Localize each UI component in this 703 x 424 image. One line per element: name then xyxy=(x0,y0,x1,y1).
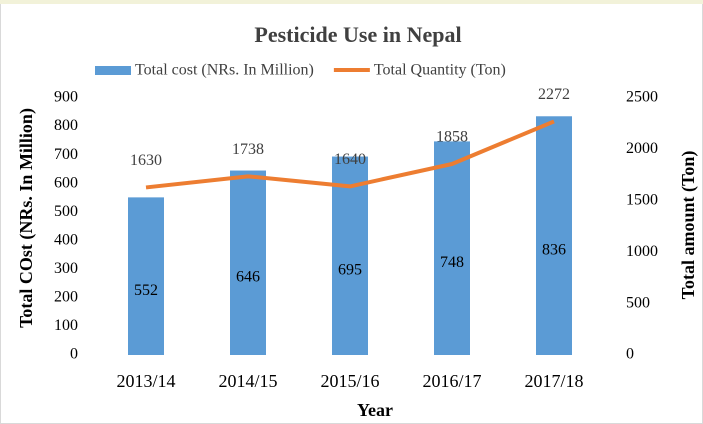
y2-tick-label: 2500 xyxy=(626,89,658,106)
line xyxy=(145,119,555,190)
x-tick-label: 2014/15 xyxy=(218,371,277,391)
y-tick-label: 0 xyxy=(70,346,78,363)
y-tick-label: 400 xyxy=(54,231,78,248)
y2-tick-label: 0 xyxy=(626,346,634,363)
line-value-label: 1630 xyxy=(130,152,162,169)
bar xyxy=(230,170,266,355)
y-axis-label: Total COst (NRs. In Million) xyxy=(16,108,37,328)
line-value-label: 1858 xyxy=(436,129,468,146)
bar xyxy=(128,197,164,355)
y-tick-label: 300 xyxy=(54,260,78,277)
x-tick-label: 2013/14 xyxy=(116,371,175,391)
y-tick-label: 900 xyxy=(54,89,78,106)
legend-label: Total Quantity (Ton) xyxy=(374,62,506,79)
x-tick-label: 2017/18 xyxy=(524,371,583,391)
bar-value-label: 836 xyxy=(542,241,566,258)
y-tick-label: 500 xyxy=(54,203,78,220)
bar-value-label: 646 xyxy=(236,268,260,285)
y-tick-label: 200 xyxy=(54,289,78,306)
bar-value-label: 748 xyxy=(440,254,464,271)
x-tick-label: 2015/16 xyxy=(320,371,379,391)
top-strip xyxy=(0,0,703,4)
y2-tick-label: 500 xyxy=(626,294,650,311)
line-value-label: 1738 xyxy=(232,141,264,158)
bar xyxy=(434,141,470,355)
legend-swatch xyxy=(95,66,131,75)
y-tick-label: 100 xyxy=(54,317,78,334)
line-value-label: 1640 xyxy=(334,151,366,168)
y2-tick-label: 1000 xyxy=(626,243,658,260)
y-tick-label: 800 xyxy=(54,117,78,134)
bar-value-label: 695 xyxy=(338,261,362,278)
bar xyxy=(332,156,368,355)
chart-title: Pesticide Use in Nepal xyxy=(254,22,461,47)
bar xyxy=(536,116,572,355)
y2-axis-label: Total amount (Ton) xyxy=(678,151,699,300)
y2-tick-label: 2000 xyxy=(626,140,658,157)
bar-value-label: 552 xyxy=(134,282,158,299)
x-axis-label: Year xyxy=(357,400,393,420)
x-tick-label: 2016/17 xyxy=(422,371,481,391)
line-value-label: 2272 xyxy=(538,86,570,103)
y2-tick-label: 1500 xyxy=(626,191,658,208)
legend-label: Total cost (NRs. In Million) xyxy=(135,62,314,79)
y-tick-label: 600 xyxy=(54,174,78,191)
y-tick-label: 700 xyxy=(54,146,78,163)
